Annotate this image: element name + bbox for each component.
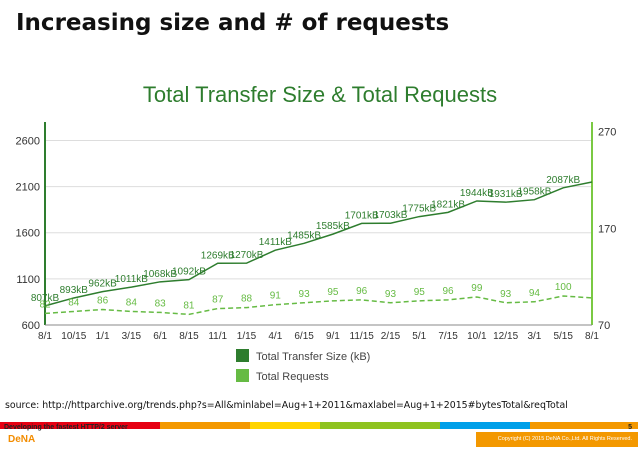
data-label-transfer-size: 893kB — [60, 285, 89, 296]
footer-segment — [320, 422, 440, 429]
x-tick-label: 2/15 — [381, 331, 401, 342]
x-tick-label: 8/15 — [179, 331, 199, 342]
data-label-transfer-size: 1958kB — [517, 187, 551, 198]
footer-color-bar — [0, 422, 638, 429]
x-tick-label: 6/1 — [153, 331, 167, 342]
data-label-total-requests: 99 — [471, 283, 483, 294]
slide-title: Increasing size and # of requests — [16, 10, 450, 36]
copyright: Copyright (C) 2015 DeNA Co.,Ltd. All Rig… — [497, 436, 632, 442]
data-label-total-requests: 86 — [97, 296, 109, 307]
data-label-total-requests: 88 — [241, 294, 253, 305]
plot-area: 600 1100 1600 2100 2600 70 170 270 8/1 10/15 1/1 3/… — [16, 122, 616, 342]
source-note: source: http://httparchive.org/trends.ph… — [5, 400, 568, 411]
series-line-total-requests — [44, 295, 593, 316]
y-left-tick-label: 2100 — [16, 182, 40, 194]
footer-segment — [160, 422, 250, 429]
legend-label: Total Requests — [256, 371, 329, 383]
series-line-transfer-size — [44, 181, 593, 307]
data-label-total-requests: 84 — [68, 297, 80, 308]
data-label-transfer-size: 1944kB — [460, 188, 494, 199]
data-label-total-requests: 100 — [555, 282, 572, 293]
data-label-transfer-size: 2087kB — [546, 175, 580, 186]
x-tick-label: 8/1 — [585, 331, 599, 342]
x-tick-label: 1/1 — [96, 331, 110, 342]
data-label-total-requests: 93 — [299, 289, 311, 300]
y-right-tick-label: 170 — [598, 223, 616, 235]
data-label-total-requests: 94 — [529, 288, 541, 299]
data-label-transfer-size: 807kB — [31, 293, 60, 304]
x-tick-label: 4/1 — [268, 331, 282, 342]
data-label-transfer-size: 1068kB — [143, 269, 177, 280]
y-left-tick-label: 1600 — [16, 228, 40, 240]
y-left-tick-label: 1100 — [16, 274, 40, 286]
x-tick-label: 3/1 — [527, 331, 541, 342]
data-label-transfer-size: 962kB — [88, 279, 117, 290]
x-tick-label: 12/15 — [493, 331, 518, 342]
footer-title: Developing the fastest HTTP/2 server — [4, 424, 128, 431]
y-right-tick-label: 270 — [598, 127, 616, 139]
data-label-total-requests: 95 — [327, 287, 339, 298]
data-label-total-requests: 91 — [270, 291, 282, 302]
data-label-transfer-size: 1821kB — [431, 199, 465, 210]
y-left-tick-label: 600 — [22, 320, 40, 332]
y-left-tick-label: 2600 — [16, 135, 40, 147]
x-tick-label: 11/1 — [208, 331, 227, 342]
data-label-transfer-size: 1585kB — [316, 221, 350, 232]
data-label-transfer-size: 1775kB — [402, 204, 436, 215]
chart-title: Total Transfer Size & Total Requests — [143, 82, 497, 107]
data-label-transfer-size: 1703kB — [374, 210, 408, 221]
data-label-total-requests: 95 — [414, 287, 426, 298]
copyright-band — [476, 432, 638, 447]
x-tick-label: 7/15 — [438, 331, 458, 342]
x-tick-label: 5/1 — [412, 331, 426, 342]
data-label-total-requests: 81 — [183, 300, 195, 311]
x-tick-label: 10/15 — [61, 331, 86, 342]
footer-segment — [530, 422, 638, 429]
data-label-transfer-size: 1931kB — [489, 189, 523, 200]
x-tick-label: 6/15 — [294, 331, 314, 342]
footer-segment — [440, 422, 530, 429]
x-tick-label: 11/15 — [350, 331, 375, 342]
footer-segment — [250, 422, 320, 429]
data-label-total-requests: 82 — [39, 299, 51, 310]
data-label-transfer-size: 1411kB — [259, 237, 293, 248]
x-tick-label: 3/15 — [122, 331, 142, 342]
legend-swatch — [236, 369, 249, 382]
legend-swatch — [236, 349, 249, 362]
legend: Total Transfer Size (kB) Total Requests — [236, 349, 370, 383]
data-label-transfer-size: 1092kB — [172, 267, 206, 278]
y-right-tick-label: 70 — [598, 320, 610, 332]
data-label-total-requests: 87 — [212, 295, 224, 306]
data-label-transfer-size: 1270kB — [230, 250, 264, 261]
data-label-total-requests: 83 — [155, 298, 167, 309]
data-label-total-requests: 96 — [442, 286, 454, 297]
logo: DeNA — [8, 434, 36, 445]
x-tick-label: 8/1 — [38, 331, 52, 342]
data-label-total-requests: 93 — [385, 289, 397, 300]
data-label-transfer-size: 1011kB — [115, 274, 149, 285]
x-tick-label: 9/1 — [326, 331, 340, 342]
footer-segment — [0, 422, 160, 429]
legend-label: Total Transfer Size (kB) — [256, 351, 370, 363]
x-tick-label: 1/15 — [237, 331, 257, 342]
data-label-transfer-size: 1485kB — [287, 230, 321, 241]
data-label-transfer-size: 1269kB — [201, 250, 235, 261]
x-tick-label: 5/15 — [553, 331, 573, 342]
chart: Total Transfer Size & Total Requests 600… — [16, 82, 617, 383]
data-label-total-requests: 96 — [356, 286, 368, 297]
data-label-transfer-size: 1701kB — [345, 210, 379, 221]
data-label-total-requests: 84 — [126, 297, 138, 308]
x-tick-label: 10/1 — [467, 331, 487, 342]
page-number: 5 — [628, 424, 632, 431]
data-label-total-requests: 93 — [500, 289, 512, 300]
